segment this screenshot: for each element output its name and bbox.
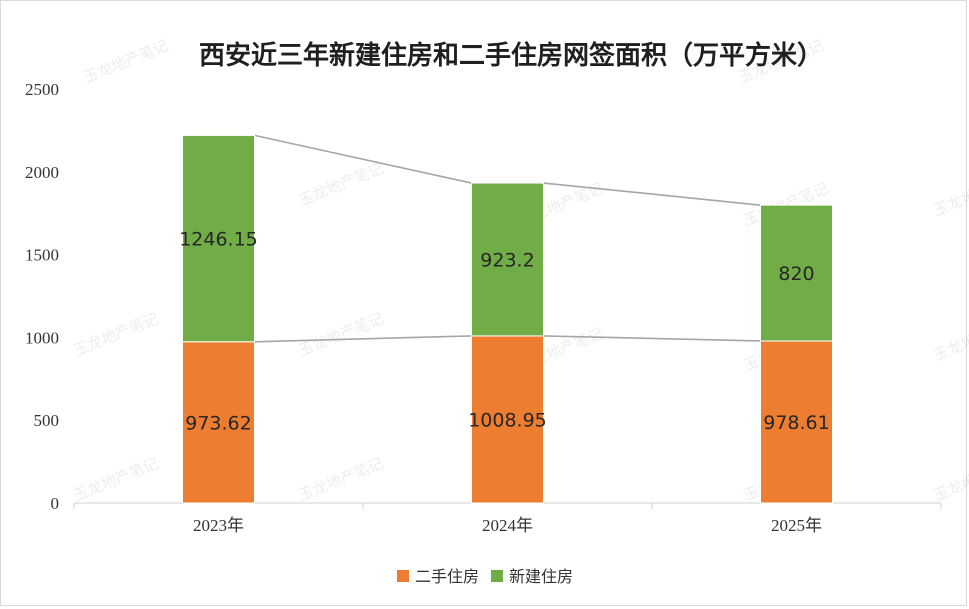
data-label: 820 (778, 263, 814, 285)
watermark-text: 玉龙地产笔记 (296, 159, 386, 209)
series-line-1 (254, 335, 472, 343)
x-tick-label: 2024年 (482, 516, 533, 535)
data-label: 1246.15 (179, 229, 258, 251)
watermark-text: 玉龙地产笔记 (296, 309, 386, 359)
series-line-2 (254, 134, 472, 184)
watermark-text: 玉龙地产笔记 (931, 454, 969, 504)
legend-label-1: 二手住房 (415, 567, 479, 586)
legend-label-2: 新建住房 (509, 567, 573, 586)
bar-series-2 (760, 204, 833, 342)
watermark-text: 玉龙地产笔记 (71, 309, 161, 359)
y-tick-label: 500 (34, 411, 60, 430)
data-label: 973.62 (185, 412, 251, 434)
legend-swatch-1 (397, 570, 409, 582)
legend: 二手住房 新建住房 (397, 567, 573, 586)
bars (182, 134, 833, 504)
chart-title: 西安近三年新建住房和二手住房网签面积（万平方米） (199, 40, 823, 71)
bar-series-2 (471, 182, 544, 337)
watermark-text: 玉龙地产笔记 (296, 454, 386, 504)
data-labels: 973.62 1008.95 978.61 1246.15 923.2 820 (179, 229, 830, 435)
x-tick-label: 2023年 (193, 516, 244, 535)
watermark-text: 玉龙地产笔记 (71, 454, 161, 504)
series-line-2 (543, 182, 761, 206)
series-lines (254, 134, 761, 343)
legend-swatch-2 (491, 570, 503, 582)
y-tick-label: 2500 (25, 80, 59, 99)
data-label: 1008.95 (468, 409, 547, 431)
bar-series-2 (182, 134, 255, 343)
bar-series-1 (471, 335, 544, 504)
x-tick-label: 2025年 (771, 516, 822, 535)
watermark-text: 玉龙地产笔记 (931, 314, 969, 364)
bar-series-1 (760, 340, 833, 504)
data-label: 978.61 (763, 412, 829, 434)
watermark-text: 玉龙地产笔记 (81, 36, 171, 86)
bar-series-1 (182, 341, 255, 504)
series-line-1 (543, 335, 761, 342)
y-tick-label: 1000 (25, 328, 59, 347)
y-tick-label: 1500 (25, 246, 59, 265)
data-label: 923.2 (480, 249, 534, 271)
y-tick-label: 2000 (25, 163, 59, 182)
watermark-text: 玉龙地产笔记 (931, 169, 969, 219)
y-tick-label: 0 (51, 494, 60, 513)
